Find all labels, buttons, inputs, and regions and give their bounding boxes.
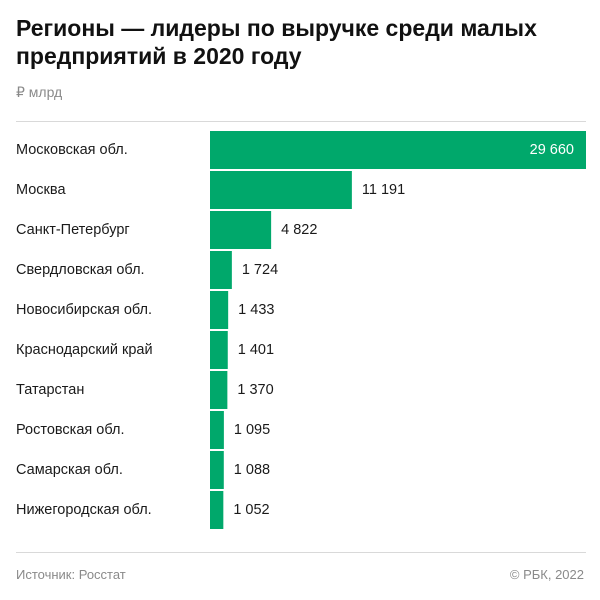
bar — [210, 171, 352, 209]
bar-row: Краснодарский край 1 401 — [16, 331, 274, 369]
bar — [210, 451, 224, 489]
bar-row: Свердловская обл. 1 724 — [16, 251, 278, 289]
category-label: Краснодарский край — [16, 342, 153, 358]
category-label: Татарстан — [16, 382, 84, 398]
value-label: 1 370 — [237, 382, 273, 398]
bar — [210, 131, 586, 169]
source-note: Источник: Росстат — [16, 567, 126, 582]
category-label: Москва — [16, 182, 66, 198]
bar-row: Татарстан 1 370 — [16, 371, 274, 409]
value-label: 29 660 — [530, 142, 574, 158]
bar-row: Нижегородская обл. 1 052 — [16, 491, 270, 529]
value-label: 11 191 — [362, 182, 405, 198]
category-label: Свердловская обл. — [16, 262, 145, 278]
value-label: 1 724 — [242, 262, 278, 278]
bottom-divider — [16, 552, 586, 553]
copyright-note: © РБК, 2022 — [509, 567, 584, 582]
category-label: Ростовская обл. — [16, 422, 125, 438]
bar — [210, 371, 228, 409]
category-label: Новосибирская обл. — [16, 302, 152, 318]
bar — [210, 211, 272, 249]
category-label: Санкт-Петербург — [16, 222, 130, 238]
value-label: 1 052 — [233, 502, 269, 518]
bar — [210, 251, 232, 289]
value-label: 1 088 — [234, 462, 270, 478]
top-divider — [16, 121, 586, 122]
bar — [210, 491, 224, 529]
bar-row: Московская обл. 29 660 — [16, 131, 586, 169]
chart-title: Регионы — лидеры по выручке среди малых … — [16, 15, 537, 69]
category-label: Нижегородская обл. — [16, 502, 152, 518]
bar-chart: Московская обл. 29 660 Москва 11 191 Санкт-П… — [16, 131, 586, 529]
bar-row: Москва 11 191 — [16, 171, 405, 209]
value-label: 1 095 — [234, 422, 270, 438]
bar-row: Ростовская обл. 1 095 — [16, 411, 270, 449]
bar-row: Самарская обл. 1 088 — [16, 451, 270, 489]
value-label: 1 433 — [238, 302, 274, 318]
bar-row: Санкт-Петербург 4 822 — [16, 211, 317, 249]
value-label: 4 822 — [281, 222, 317, 238]
category-label: Московская обл. — [16, 142, 128, 158]
bar — [210, 411, 224, 449]
category-label: Самарская обл. — [16, 462, 123, 478]
bar-row: Новосибирская обл. 1 433 — [16, 291, 274, 329]
bar — [210, 331, 228, 369]
bar — [210, 291, 229, 329]
value-label: 1 401 — [238, 342, 274, 358]
unit-label: ₽ млрд — [16, 84, 63, 100]
